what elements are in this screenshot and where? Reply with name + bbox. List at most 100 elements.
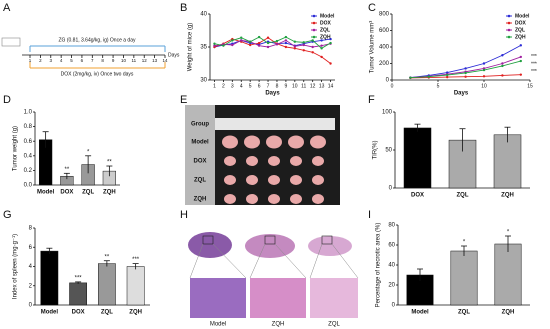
- legend-label: ZQH: [320, 34, 331, 40]
- x-tick-label: ZQH: [501, 193, 514, 199]
- point: [446, 73, 449, 77]
- significance: ***: [75, 275, 83, 281]
- section: [308, 236, 352, 256]
- legend-label: DOX: [320, 20, 332, 26]
- zoom-line: [189, 243, 204, 279]
- point: [248, 43, 252, 47]
- legend-swatch: [312, 28, 316, 32]
- point: [240, 36, 243, 39]
- point: [311, 45, 314, 49]
- day-number: 9: [112, 58, 115, 63]
- x-axis-label: Days: [265, 91, 280, 97]
- days-label: Days: [168, 52, 180, 58]
- dox-label: DOX (2mg/kg, iv) Once two days: [61, 71, 134, 77]
- bar: [40, 250, 59, 306]
- day-number: 12: [142, 58, 148, 63]
- x-tick-label: 8: [276, 83, 279, 89]
- tumor: [312, 156, 324, 166]
- point: [284, 45, 288, 49]
- y-axis-label: Tumor Volume mm³: [370, 21, 376, 73]
- day-number: 6: [81, 58, 84, 63]
- x-tick-label: Model: [411, 310, 429, 316]
- legend-swatch: [507, 28, 511, 32]
- point: [482, 68, 486, 72]
- zoom-image: [190, 278, 246, 318]
- y-tick-label: 60: [388, 243, 395, 249]
- x-tick-label: 14: [328, 83, 334, 89]
- photo-group-label: ZQL: [194, 178, 206, 184]
- x-tick-label: ZQL: [458, 310, 470, 316]
- legend-swatch: [507, 35, 511, 39]
- zoom-box: [264, 235, 276, 245]
- point: [266, 45, 270, 49]
- point: [213, 42, 216, 45]
- point: [302, 41, 305, 44]
- photo-row-header: Group: [191, 122, 209, 128]
- zoom-box: [321, 235, 333, 245]
- y-axis-label: Percentage of necrotic area (%): [376, 223, 382, 308]
- x-tick-label: ZQL: [82, 190, 94, 196]
- significance: *: [507, 230, 510, 236]
- legend-label: Model: [320, 13, 335, 19]
- y-tick-label: 0.2: [24, 168, 33, 174]
- point: [311, 39, 314, 42]
- section: [245, 234, 295, 258]
- y-tick-label: 400: [379, 45, 390, 51]
- line: [214, 38, 331, 48]
- zoom-box: [202, 235, 214, 245]
- x-tick-label: 13: [319, 83, 325, 89]
- point: [302, 49, 305, 52]
- point: [329, 62, 332, 65]
- panel-label: B: [180, 2, 187, 14]
- panel-label: F: [368, 94, 375, 106]
- point: [464, 71, 467, 75]
- point: [446, 71, 449, 74]
- significance: *: [87, 149, 90, 155]
- tumor: [246, 156, 258, 166]
- x-tick-label: 2: [222, 83, 225, 89]
- point: [222, 44, 225, 47]
- tumor: [312, 194, 324, 204]
- y-tick-label: 600: [379, 28, 390, 34]
- legend-swatch: [507, 21, 511, 25]
- x-tick-label: 3: [231, 83, 234, 89]
- bar: [126, 266, 145, 306]
- tumor: [224, 156, 236, 166]
- y-tick-label: 4: [29, 264, 33, 270]
- panel-label: D: [3, 94, 11, 106]
- day-number: 14: [162, 58, 168, 63]
- y-tick-label: 800: [379, 12, 390, 18]
- point: [320, 55, 323, 59]
- x-tick-label: 1: [213, 83, 216, 89]
- tumor: [222, 135, 238, 149]
- x-tick-label: 15: [527, 83, 533, 89]
- y-tick-label: 0.4: [24, 153, 33, 159]
- legend-label: ZQH: [515, 34, 526, 40]
- bar: [493, 134, 522, 189]
- point: [501, 54, 504, 57]
- x-tick-label: ZQL: [101, 310, 113, 316]
- y-tick-label: 0: [386, 78, 390, 84]
- line: [410, 56, 521, 78]
- y-tick-label: 0.6: [24, 139, 33, 145]
- annotation: ***: [531, 54, 537, 60]
- panel-label: H: [180, 209, 188, 221]
- day-number: 5: [70, 58, 73, 63]
- x-tick-label: 7: [267, 83, 270, 89]
- legend-label: ZQL: [320, 27, 330, 33]
- y-tick-label: 0: [29, 303, 33, 309]
- day-number: 2: [39, 58, 42, 63]
- x-tick-label: 10: [481, 83, 487, 89]
- point: [293, 47, 297, 50]
- point: [329, 37, 332, 41]
- y-tick-label: 0: [392, 303, 396, 309]
- legend-label: DOX: [515, 20, 527, 26]
- tumor: [290, 194, 302, 204]
- panel-label: A: [3, 2, 11, 14]
- y-tick-label: 6: [29, 245, 33, 251]
- tumor: [312, 175, 324, 185]
- bar: [406, 274, 434, 306]
- point: [501, 74, 504, 77]
- bar: [450, 250, 478, 306]
